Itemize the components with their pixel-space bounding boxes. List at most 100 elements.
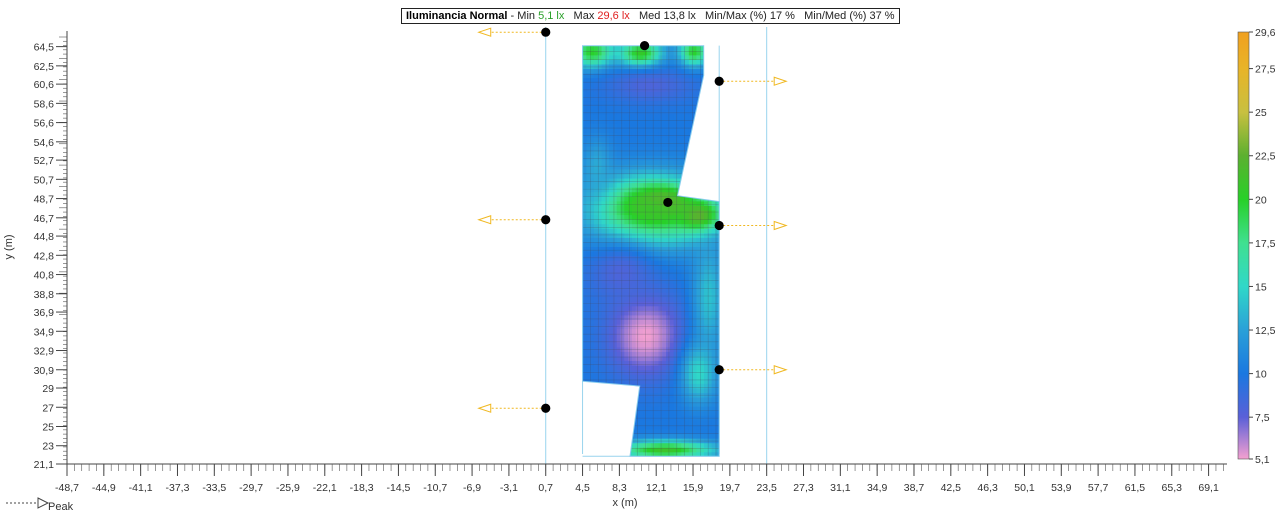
heat-cell [711, 319, 717, 325]
heat-cell [647, 433, 652, 439]
heat-cell [639, 100, 644, 106]
heat-cell [658, 59, 663, 65]
heat-cell [624, 214, 629, 220]
heat-cell [707, 187, 713, 193]
heat-cell [711, 59, 717, 65]
heat-cell [647, 205, 652, 211]
heat-cell [677, 273, 682, 279]
heat-cell [677, 301, 682, 307]
heat-cell [609, 241, 614, 248]
heat-cell [631, 278, 637, 284]
heat-cell [639, 378, 644, 384]
heat-cell [711, 63, 717, 70]
heat-cell [685, 287, 690, 293]
heat-cell [685, 282, 690, 289]
heat-cell [677, 378, 682, 384]
heat-cell [612, 323, 618, 330]
heat-cell [639, 237, 644, 243]
heat-cell [681, 50, 686, 56]
heat-cell [673, 328, 679, 334]
heat-cell [582, 342, 587, 348]
heat-cell [681, 433, 686, 439]
heat-cell [666, 241, 671, 248]
heat-cell [704, 82, 709, 88]
heat-cell [628, 401, 633, 407]
heat-cell [586, 205, 591, 211]
heat-cell [658, 127, 663, 133]
heat-cell [590, 173, 595, 179]
heat-cell [639, 383, 644, 389]
minmed-label: Min/Med (%) [804, 10, 867, 22]
heat-cell [658, 155, 663, 161]
heat-cell [605, 415, 610, 421]
heat-cell [582, 168, 587, 175]
heat-cell [605, 196, 610, 202]
heat-cell [593, 182, 599, 188]
heat-cell [650, 255, 656, 261]
heat-cell [582, 228, 587, 234]
heat-cell [654, 442, 660, 448]
heat-cell [673, 45, 679, 51]
heat-cell [704, 419, 709, 425]
heat-cell [711, 424, 717, 430]
heat-cell [654, 355, 660, 362]
heat-cell [601, 45, 606, 51]
heat-cell [624, 369, 629, 375]
heat-cell [616, 63, 622, 70]
heat-cell [620, 159, 625, 165]
heat-cell [707, 232, 713, 238]
heat-cell [688, 77, 694, 83]
heat-cell [597, 114, 603, 120]
heat-cell [612, 104, 618, 111]
heat-cell [597, 396, 603, 403]
heat-cell [677, 141, 682, 147]
heat-cell [628, 132, 633, 138]
heat-cell [707, 447, 713, 453]
heat-cell [711, 314, 717, 321]
heat-cell [639, 104, 644, 111]
heat-cell [677, 269, 682, 275]
heat-cell [624, 269, 629, 275]
heat-cell [715, 378, 720, 384]
heat-cell [685, 187, 690, 193]
heat-cell [700, 337, 705, 343]
heat-cell [609, 159, 614, 165]
heat-cell [586, 73, 591, 79]
heat-cell [658, 82, 663, 88]
heat-cell [666, 177, 671, 184]
heat-cell [658, 369, 663, 375]
heat-cell [654, 228, 660, 234]
heat-cell [662, 442, 667, 448]
heat-cell [711, 132, 717, 138]
heat-cell [681, 374, 686, 380]
heat-cell [593, 433, 599, 439]
heat-cell [620, 273, 625, 279]
heat-cell [650, 54, 656, 60]
heat-cell [654, 82, 660, 88]
heat-cell [609, 342, 614, 348]
heat-cell [654, 433, 660, 439]
heat-cell [639, 82, 644, 88]
heat-cell [624, 406, 629, 412]
heat-cell [620, 415, 625, 421]
heat-cell [677, 104, 682, 111]
heat-cell [616, 392, 622, 398]
heat-cell [711, 260, 717, 266]
heat-cell [658, 346, 663, 352]
color-scale-label: 5,1 [1255, 454, 1270, 466]
heat-cell [692, 365, 698, 371]
heat-cell [673, 214, 679, 220]
heat-cell [605, 269, 610, 275]
heat-cell [715, 328, 720, 334]
heat-cell [711, 159, 717, 165]
color-scale-label: 17,5 [1255, 238, 1276, 250]
heat-cell [605, 54, 610, 60]
heat-cell [696, 264, 701, 270]
heat-cell [662, 100, 667, 106]
heat-cell [628, 250, 633, 257]
heat-cell [662, 86, 667, 92]
summary-header: Iluminancia Normal - Min 5,1 lx Max 29,6… [401, 8, 900, 24]
heat-cell [696, 333, 701, 339]
heat-cell [593, 296, 599, 302]
